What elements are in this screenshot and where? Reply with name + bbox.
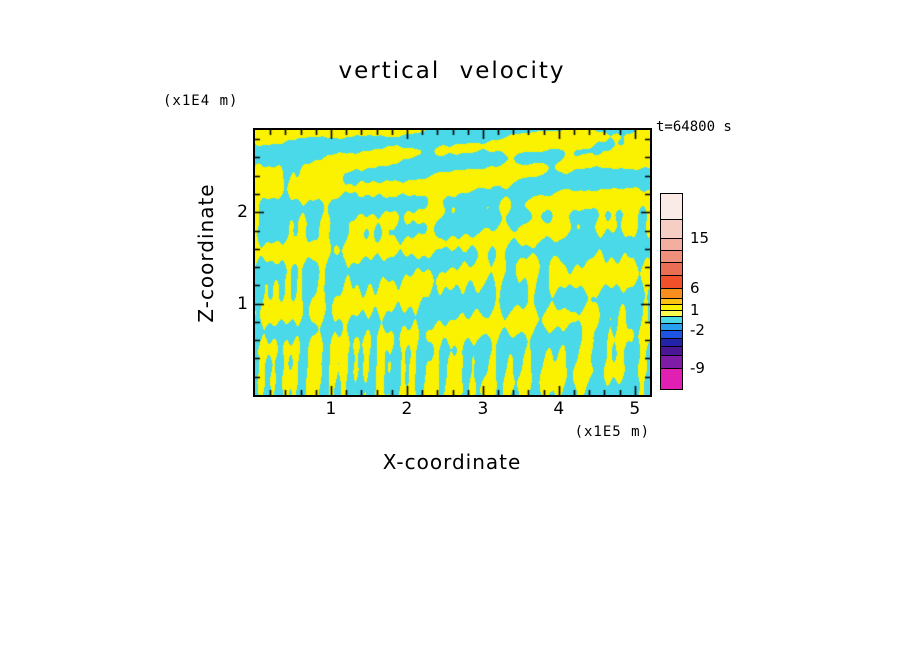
x-tick-label: 5 — [629, 399, 641, 419]
x-tick-label: 1 — [325, 399, 337, 419]
colorbar-segment — [661, 263, 682, 276]
colorbar-segment — [661, 239, 682, 251]
velocity-field-canvas — [255, 130, 650, 395]
colorbar-segment — [661, 331, 682, 339]
colorbar-segment — [661, 299, 682, 305]
colorbar-tick-label: 6 — [690, 279, 700, 297]
z-axis-label: Z-coordinate — [194, 183, 218, 323]
colorbar-segment — [661, 324, 682, 331]
colorbar — [660, 193, 683, 390]
colorbar-segment — [661, 356, 682, 369]
colorbar-segment — [661, 276, 682, 289]
time-annotation: t=64800 s — [656, 119, 732, 135]
colorbar-segment — [661, 339, 682, 347]
z-tick-label: 1 — [237, 293, 248, 314]
plot-area — [253, 128, 652, 397]
x-tick-label: 3 — [477, 399, 489, 419]
colorbar-segment — [661, 347, 682, 356]
x-tick-label: 4 — [553, 399, 565, 419]
colorbar-tick-label: -2 — [690, 321, 705, 339]
colorbar-segment — [661, 369, 682, 389]
colorbar-segment — [661, 317, 682, 324]
colorbar-tick-label: -9 — [690, 359, 705, 377]
colorbar-tick-label: 15 — [690, 229, 710, 247]
x-axis-units-label: (x1E5 m) — [574, 424, 650, 440]
colorbar-segment — [661, 251, 682, 263]
z-tick-label: 2 — [237, 202, 248, 223]
colorbar-tick-label: 1 — [690, 301, 700, 319]
colorbar-segment — [661, 289, 682, 299]
chart-title: vertical velocity — [338, 58, 566, 84]
colorbar-segment — [661, 220, 682, 239]
x-axis-label: X-coordinate — [382, 450, 522, 474]
z-axis-units-label: (x1E4 m) — [163, 93, 239, 109]
colorbar-segment — [661, 194, 682, 220]
colorbar-segment — [661, 311, 682, 317]
x-tick-label: 2 — [401, 399, 413, 419]
colorbar-segment — [661, 305, 682, 311]
